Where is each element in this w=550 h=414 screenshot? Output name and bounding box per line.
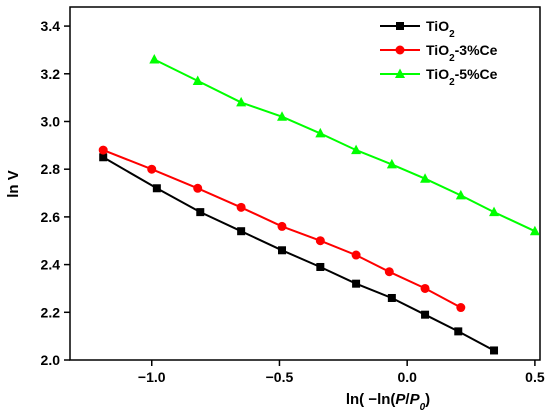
legend-label: TiO2-3%Ce (426, 42, 498, 64)
legend-item: TiO2 (380, 18, 455, 40)
legend-label: TiO2-5%Ce (426, 66, 498, 88)
legend-marker (395, 68, 405, 78)
data-point (351, 250, 361, 260)
y-tick-label: 3.4 (41, 18, 61, 34)
data-point (455, 189, 466, 200)
y-tick-label: 2.6 (41, 209, 61, 225)
data-point (315, 236, 325, 246)
data-point (237, 227, 246, 236)
x-tick-label: 0.0 (397, 369, 417, 385)
legend-item: TiO2-3%Ce (380, 42, 498, 64)
series-2 (98, 145, 466, 313)
legend-label: TiO2 (426, 18, 455, 40)
data-point (277, 221, 287, 231)
y-tick-label: 2.8 (41, 161, 61, 177)
y-tick-label: 2.4 (41, 257, 61, 273)
data-point (278, 246, 287, 255)
data-point (149, 53, 160, 64)
data-point (489, 206, 500, 217)
series-1 (99, 153, 499, 355)
y-tick-label: 3.2 (41, 66, 61, 82)
x-tick-label: −1.0 (138, 369, 166, 385)
data-point (192, 75, 203, 85)
data-point (98, 145, 108, 155)
y-tick-label: 2.0 (41, 352, 61, 368)
x-axis-label: ln( −ln(P/P0) (346, 391, 430, 413)
axis-ticks: −1.0 −0.5 0.0 0.5 2.0 2.2 2.4 2.6 2.8 3.0 3.2 3.4 (41, 18, 545, 385)
data-point (456, 303, 466, 313)
plot-frame (69, 6, 541, 361)
data-point (420, 283, 430, 293)
series-line (102, 156, 495, 352)
data-point (193, 183, 203, 193)
x-tick-label: −0.5 (266, 369, 294, 385)
legend-marker (395, 45, 405, 55)
series-layer (98, 53, 540, 355)
data-point (236, 202, 246, 212)
series-line (102, 149, 462, 309)
data-point (386, 158, 397, 169)
data-point (147, 164, 157, 174)
data-point (196, 208, 205, 217)
y-tick-label: 2.2 (41, 304, 61, 320)
series-3 (149, 53, 540, 236)
data-point (277, 111, 288, 121)
data-point (529, 225, 540, 236)
data-point (352, 279, 361, 288)
data-point (421, 310, 430, 319)
legend-marker (396, 22, 404, 30)
data-point (454, 327, 463, 336)
y-tick-label: 3.0 (41, 113, 61, 129)
data-point (236, 96, 247, 107)
y-axis-label: ln V (5, 170, 22, 198)
data-point (315, 127, 326, 138)
data-point (99, 153, 108, 162)
data-point (384, 267, 394, 277)
data-point (490, 346, 499, 355)
x-tick-label: 0.5 (525, 369, 545, 385)
series-line (153, 58, 536, 233)
data-point (420, 173, 431, 183)
data-point (387, 293, 396, 302)
legend-item: TiO2-5%Ce (380, 66, 498, 88)
data-point (152, 184, 161, 193)
data-point (316, 262, 325, 271)
data-point (351, 144, 362, 155)
